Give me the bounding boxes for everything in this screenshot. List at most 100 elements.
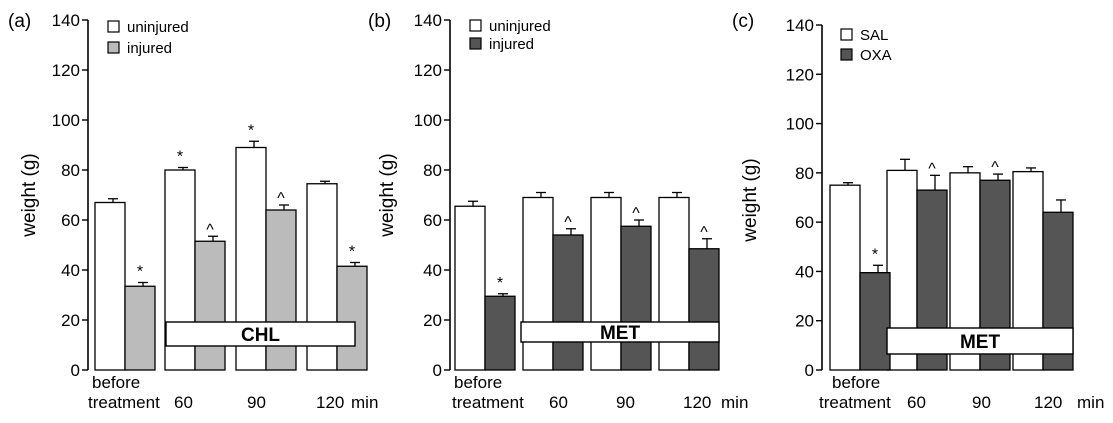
- error-span: [861, 265, 889, 272]
- y-tick-label: 140: [786, 16, 814, 35]
- significance-mark: ^: [928, 160, 936, 177]
- treatment-box: [886, 327, 1074, 355]
- y-tick-label: 20: [795, 312, 814, 331]
- x-tick-label: treatment: [452, 393, 524, 412]
- x-tick-label: before: [832, 373, 880, 392]
- y-tick-label: 20: [61, 311, 80, 330]
- legend-swatch: [107, 20, 120, 33]
- bar-injured: [336, 265, 368, 371]
- x-tick-label: 120: [1034, 393, 1062, 412]
- significance-mark: *: [872, 246, 878, 263]
- y-tick-label: 120: [786, 65, 814, 84]
- significance-mark: ^: [277, 190, 285, 207]
- panel-label: (b): [368, 11, 391, 32]
- y-tick-label: 80: [423, 161, 442, 180]
- x-unit-label: min: [1077, 393, 1104, 412]
- y-tick-label: 100: [52, 111, 80, 130]
- legend-label: SAL: [860, 27, 888, 44]
- error-span: [524, 193, 552, 198]
- y-tick-label: 140: [52, 11, 80, 30]
- error-span: [951, 167, 979, 173]
- error-span: [237, 141, 265, 147]
- error-span: [660, 193, 688, 198]
- error-span: [1014, 168, 1042, 172]
- bar-SAL: [829, 184, 861, 371]
- legend-swatch: [107, 41, 120, 54]
- x-tick-label: 60: [174, 393, 193, 412]
- significance-mark: *: [137, 264, 143, 281]
- treatment-box-label: MET: [600, 323, 641, 344]
- y-tick-label: 140: [414, 11, 442, 30]
- bar-uninjured: [590, 196, 622, 371]
- x-tick-label: 90: [247, 393, 266, 412]
- x-tick-label: 90: [616, 393, 635, 412]
- error-span: [456, 201, 484, 206]
- treatment-box-label: MET: [960, 332, 1001, 353]
- error-span: [486, 294, 514, 297]
- bar-injured: [688, 248, 720, 371]
- error-span: [126, 283, 154, 287]
- significance-mark: *: [177, 149, 183, 166]
- y-tick-label: 100: [414, 111, 442, 130]
- legend-label: uninjured: [489, 18, 551, 35]
- significance-mark: ^: [564, 214, 572, 231]
- bar-uninjured: [94, 201, 126, 371]
- significance-mark: ^: [700, 224, 708, 241]
- y-tick-label: 0: [433, 361, 442, 380]
- y-axis-title: weight (g): [377, 153, 398, 237]
- legend-label: injured: [127, 40, 172, 57]
- error-span: [592, 193, 620, 198]
- x-unit-label: min: [721, 393, 748, 412]
- significance-mark: ^: [632, 205, 640, 222]
- x-tick-label: 60: [549, 393, 568, 412]
- error-span: [308, 181, 336, 184]
- legend-label: uninjured: [127, 19, 189, 36]
- significance-mark: *: [248, 122, 254, 139]
- panel-label: (c): [732, 11, 754, 32]
- bar-uninjured: [522, 196, 554, 371]
- x-tick-label: before: [92, 373, 140, 392]
- y-tick-label: 80: [61, 161, 80, 180]
- bar-injured: [124, 285, 156, 371]
- y-tick-label: 40: [61, 261, 80, 280]
- x-tick-label: 120: [683, 393, 711, 412]
- x-tick-label: before: [454, 373, 502, 392]
- legend-swatch: [469, 19, 482, 32]
- y-tick-label: 120: [414, 61, 442, 80]
- bar-injured: [620, 225, 652, 371]
- legend-swatch: [840, 48, 853, 61]
- x-unit-label: min: [351, 393, 378, 412]
- error-span: [888, 159, 916, 170]
- y-tick-label: 60: [795, 213, 814, 232]
- error-span: [918, 175, 946, 190]
- x-tick-label: treatment: [819, 393, 891, 412]
- y-tick-label: 0: [71, 361, 80, 380]
- error-span: [96, 199, 124, 203]
- bar-uninjured: [454, 205, 486, 371]
- y-tick-label: 20: [423, 311, 442, 330]
- y-tick-label: 100: [786, 115, 814, 134]
- x-tick-label: 120: [316, 393, 344, 412]
- y-tick-label: 80: [795, 164, 814, 183]
- error-span: [166, 168, 194, 171]
- significance-mark: ^: [991, 159, 999, 176]
- significance-mark: *: [349, 244, 355, 261]
- significance-mark: *: [497, 275, 503, 292]
- error-span: [338, 263, 366, 267]
- legend-swatch: [840, 28, 853, 41]
- bar-injured: [194, 240, 226, 371]
- y-tick-label: 40: [423, 261, 442, 280]
- bar-injured: [552, 234, 584, 371]
- x-tick-label: 90: [972, 393, 991, 412]
- x-tick-label: 60: [907, 393, 926, 412]
- legend-label: injured: [489, 36, 534, 53]
- treatment-box: [165, 321, 356, 347]
- y-axis-title: weight (g): [19, 153, 40, 237]
- bar-injured: [484, 295, 516, 371]
- bar-uninjured: [658, 196, 690, 371]
- y-tick-label: 60: [423, 211, 442, 230]
- treatment-box-label: CHL: [241, 325, 280, 346]
- error-span: [1044, 200, 1072, 212]
